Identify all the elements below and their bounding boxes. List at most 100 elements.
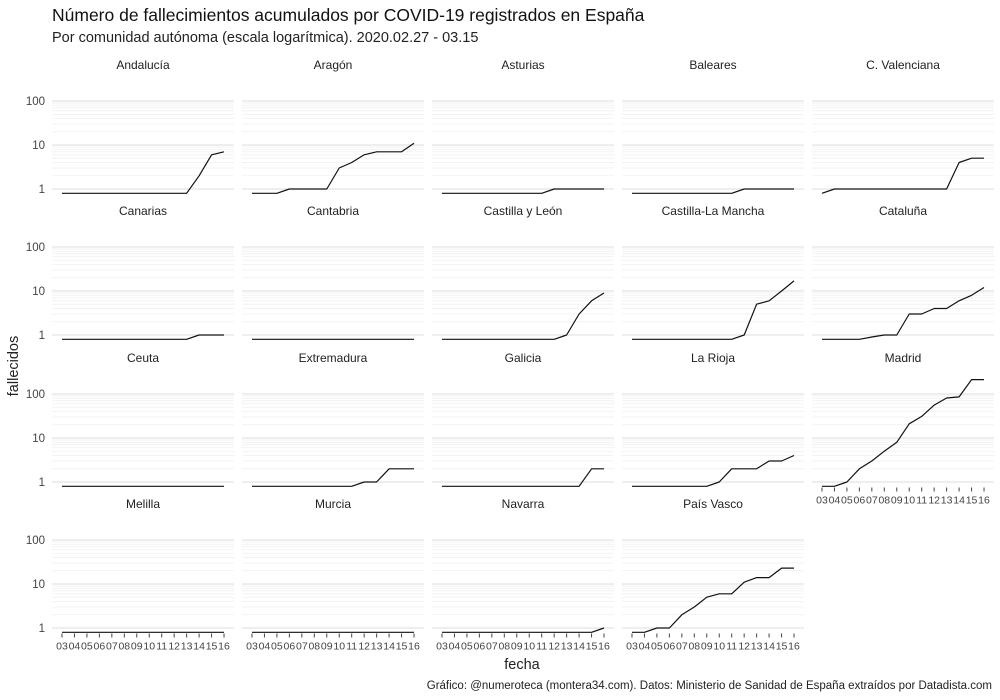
x-tick-label: 12 <box>168 640 180 652</box>
x-tick-label: 04 <box>69 640 81 652</box>
panel-cantabria <box>242 243 424 341</box>
x-tick-label: 03 <box>626 640 638 652</box>
y-tick-label: 1 <box>39 330 45 342</box>
x-tick-label: 12 <box>928 494 940 506</box>
x-tick-label: 10 <box>713 640 725 652</box>
facet-label-melilla: Melilla <box>126 497 160 511</box>
x-tick-label: 16 <box>408 640 420 652</box>
facet-label-andalucia: Andalucía <box>116 58 170 72</box>
series-line-c-valenciana <box>821 157 984 194</box>
x-tick-label: 06 <box>284 640 296 652</box>
panel-baleares <box>622 97 804 195</box>
x-tick-label: 15 <box>206 640 218 652</box>
y-tick-label: 1 <box>39 477 45 489</box>
x-tick-label: 07 <box>296 640 308 652</box>
y-tick-label: 10 <box>32 140 45 152</box>
x-tick-label: 11 <box>346 640 357 652</box>
series-line-asturias <box>442 188 604 194</box>
panel-murcia <box>242 536 424 634</box>
x-tick-label: 11 <box>156 640 167 652</box>
x-tick-label: 09 <box>891 494 903 506</box>
x-tick-label: 13 <box>371 640 383 652</box>
panel-ceuta <box>52 390 234 488</box>
series-line-extremadura <box>252 468 414 487</box>
x-tick-label: 14 <box>573 640 585 652</box>
x-tick-label: 04 <box>829 494 841 506</box>
series-line-canarias <box>62 334 224 340</box>
panel-cataluna <box>812 243 994 341</box>
x-tick-label: 16 <box>978 494 990 506</box>
x-tick-label: 13 <box>181 640 193 652</box>
x-tick-label: 03 <box>56 640 68 652</box>
x-tick-label: 08 <box>308 640 320 652</box>
x-tick-label: 13 <box>751 640 763 652</box>
x-tick-label: 08 <box>118 640 130 652</box>
x-tick-label: 16 <box>218 640 230 652</box>
panel-andalucia <box>52 97 234 195</box>
x-axis-title: fecha <box>504 657 540 673</box>
y-tick-label: 10 <box>32 433 45 445</box>
x-tick-label: 06 <box>854 494 866 506</box>
x-tick-label: 09 <box>321 640 333 652</box>
panel-madrid <box>812 390 994 488</box>
x-tick-label: 06 <box>474 640 486 652</box>
y-tick-label: 100 <box>26 389 45 401</box>
y-tick-label: 1 <box>39 184 45 196</box>
y-tick-label: 100 <box>26 535 45 547</box>
x-tick-label: 15 <box>776 640 788 652</box>
x-tick-label: 14 <box>383 640 395 652</box>
x-tick-label: 06 <box>664 640 676 652</box>
series-line-madrid <box>822 379 984 487</box>
x-tick-label: 08 <box>498 640 510 652</box>
panel-la-rioja <box>622 390 804 488</box>
x-tick-label: 14 <box>953 494 965 506</box>
series-line-aragon <box>252 142 415 194</box>
x-tick-label: 14 <box>193 640 205 652</box>
x-tick-label: 05 <box>461 640 473 652</box>
series-line-galicia <box>442 468 604 487</box>
series-line-cataluna <box>822 286 985 340</box>
x-tick-label: 03 <box>436 640 448 652</box>
x-tick-label: 12 <box>548 640 560 652</box>
panel-canarias <box>52 243 234 341</box>
facet-label-la-rioja: La Rioja <box>691 351 735 365</box>
series-line-castilla-y-leon <box>442 292 605 340</box>
x-tick-label: 09 <box>131 640 143 652</box>
x-tick-label: 07 <box>106 640 118 652</box>
x-tick-label: 04 <box>259 640 271 652</box>
facet-label-extremadura: Extremadura <box>299 351 368 365</box>
facet-label-pais-vasco: País Vasco <box>683 497 743 511</box>
facet-label-murcia: Murcia <box>315 497 351 511</box>
x-tick-label: 10 <box>143 640 155 652</box>
x-tick-label: 15 <box>966 494 978 506</box>
facet-label-canarias: Canarias <box>119 204 167 218</box>
x-tick-label: 12 <box>738 640 750 652</box>
x-tick-label: 07 <box>866 494 878 506</box>
x-tick-label: 10 <box>333 640 345 652</box>
panel-asturias <box>432 97 614 195</box>
facet-label-c-valenciana: C. Valenciana <box>866 58 940 72</box>
x-tick-label: 07 <box>486 640 498 652</box>
facet-label-asturias: Asturias <box>501 58 544 72</box>
x-tick-label: 16 <box>598 640 610 652</box>
y-tick-label: 10 <box>32 579 45 591</box>
x-tick-label: 15 <box>396 640 408 652</box>
chart-title: Número de fallecimientos acumulados por … <box>52 5 645 25</box>
x-tick-label: 05 <box>81 640 93 652</box>
panel-castilla-y-leon <box>432 243 614 341</box>
facet-label-cataluna: Cataluña <box>879 204 927 218</box>
x-tick-label: 05 <box>271 640 283 652</box>
x-tick-label: 09 <box>701 640 713 652</box>
facet-label-ceuta: Ceuta <box>127 351 159 365</box>
x-tick-label: 14 <box>763 640 775 652</box>
series-line-pais-vasco <box>632 567 794 633</box>
x-tick-label: 03 <box>816 494 828 506</box>
facet-label-navarra: Navarra <box>502 497 545 511</box>
x-tick-label: 10 <box>523 640 535 652</box>
x-tick-label: 11 <box>916 494 927 506</box>
panel-extremadura <box>242 390 424 488</box>
facet-label-baleares: Baleares <box>689 58 736 72</box>
panel-melilla <box>52 536 234 634</box>
x-tick-label: 04 <box>449 640 461 652</box>
